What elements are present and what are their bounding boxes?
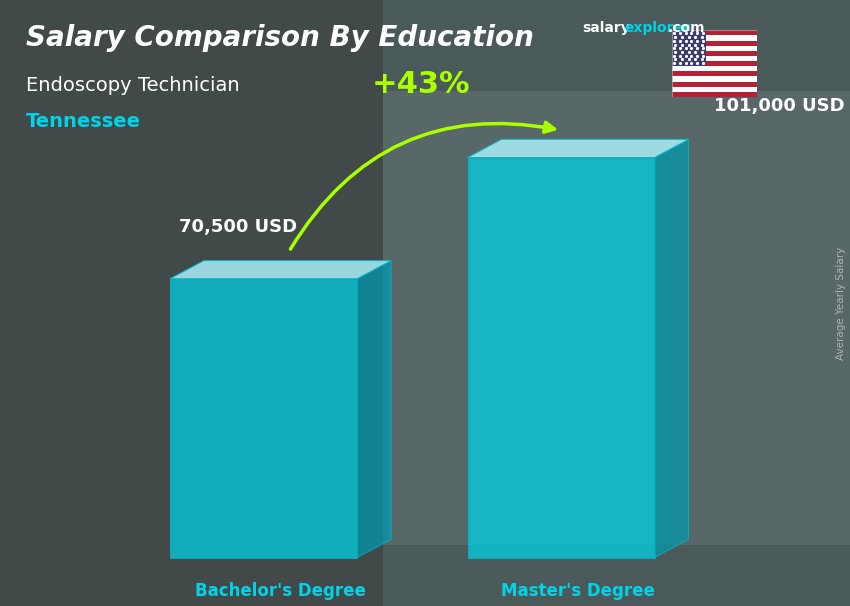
- Text: Endoscopy Technician: Endoscopy Technician: [26, 76, 239, 95]
- Bar: [672, 66, 756, 72]
- Text: Average Yearly Salary: Average Yearly Salary: [836, 247, 846, 359]
- Text: Salary Comparison By Education: Salary Comparison By Education: [26, 24, 534, 52]
- Polygon shape: [170, 279, 357, 558]
- Text: 70,500 USD: 70,500 USD: [178, 218, 297, 236]
- Bar: [672, 35, 756, 41]
- Polygon shape: [170, 261, 391, 279]
- Bar: [672, 30, 756, 35]
- Bar: [382, 91, 850, 545]
- Bar: [672, 82, 756, 87]
- Text: .com: .com: [667, 21, 705, 35]
- Bar: [672, 87, 756, 92]
- Polygon shape: [468, 139, 688, 158]
- Text: Master's Degree: Master's Degree: [501, 582, 655, 600]
- Text: Bachelor's Degree: Bachelor's Degree: [195, 582, 366, 600]
- Text: +43%: +43%: [371, 70, 470, 99]
- Bar: [672, 92, 756, 97]
- Bar: [672, 45, 756, 51]
- Polygon shape: [468, 158, 654, 558]
- Bar: [672, 76, 756, 82]
- Text: Tennessee: Tennessee: [26, 112, 140, 131]
- Text: explorer: explorer: [625, 21, 690, 35]
- Polygon shape: [357, 261, 391, 558]
- Bar: [672, 56, 756, 61]
- Bar: [672, 41, 756, 45]
- Bar: [672, 61, 756, 66]
- Bar: [672, 72, 756, 76]
- Bar: [672, 30, 705, 66]
- Bar: [0, 0, 382, 606]
- Polygon shape: [654, 139, 688, 558]
- Text: 101,000 USD: 101,000 USD: [714, 97, 845, 115]
- Bar: [672, 51, 756, 56]
- Text: salary: salary: [582, 21, 630, 35]
